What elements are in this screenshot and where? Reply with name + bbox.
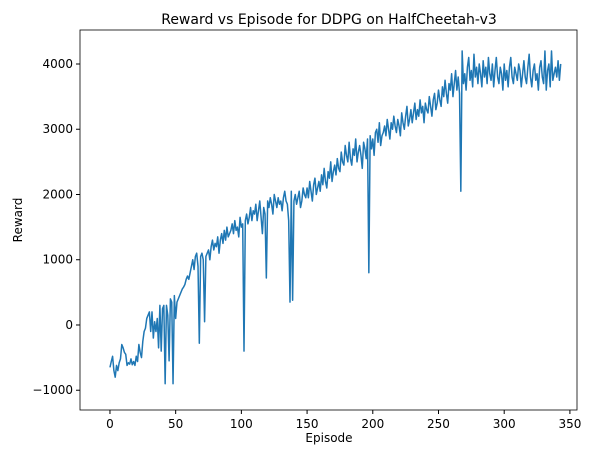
x-tick-label: 200 [361,417,384,431]
chart-title: Reward vs Episode for DDPG on HalfCheeta… [161,12,497,28]
x-tick-label: 150 [296,417,319,431]
x-tick-label: 350 [558,417,581,431]
x-tick-label: 0 [106,417,114,431]
x-tick-label: 50 [168,417,183,431]
x-axis-label: Episode [305,431,352,445]
y-tick-label: 4000 [42,57,73,71]
y-axis-label: Reward [11,198,25,243]
y-tick-label: 1000 [42,253,73,267]
x-tick-label: 100 [230,417,253,431]
line-series [109,50,562,385]
x-tick-label: 250 [427,417,450,431]
x-tick-label: 300 [493,417,516,431]
y-tick-label: 2000 [42,187,73,201]
y-tick-label: 3000 [42,122,73,136]
plot-frame [79,29,578,411]
y-tick-label: 0 [65,318,73,332]
y-tick-label: −1000 [32,383,73,397]
